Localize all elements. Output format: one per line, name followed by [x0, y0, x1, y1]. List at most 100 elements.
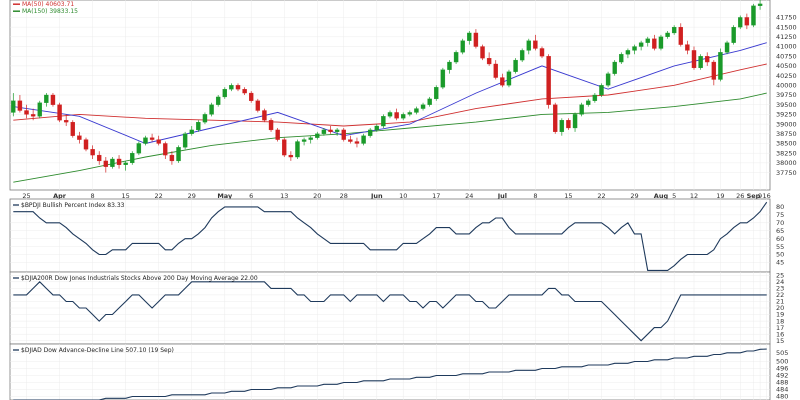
candle-body: [301, 139, 307, 142]
candle: [526, 38, 531, 55]
candle: [586, 98, 591, 107]
candle-body: [407, 112, 413, 115]
candle: [249, 91, 254, 103]
y-tick-label: 41000: [776, 43, 797, 51]
candle-body: [182, 133, 188, 148]
candle-body: [77, 135, 82, 140]
candle-body: [506, 71, 512, 86]
x-tick-label: 26: [736, 192, 744, 200]
y-tick-label: 65: [776, 227, 784, 235]
candle-body: [189, 129, 194, 134]
candle-body: [705, 56, 710, 63]
candle-body: [196, 121, 201, 131]
candle: [599, 83, 604, 97]
legend-entry: MA(20) 41220.49: [22, 0, 74, 1]
candle-body: [671, 26, 677, 34]
y-tick-label: 55: [776, 243, 784, 251]
x-tick-label: 19: [716, 192, 724, 200]
candle: [367, 127, 373, 138]
candle-body: [586, 100, 591, 105]
candle-body: [685, 44, 690, 51]
candle: [103, 157, 109, 173]
candle: [480, 44, 485, 61]
x-tick-label: 15: [122, 192, 130, 200]
candle: [97, 151, 102, 165]
candle: [625, 48, 631, 59]
candle: [757, 0, 763, 10]
candle: [619, 52, 624, 64]
candle-body: [242, 89, 247, 94]
candle: [612, 60, 617, 76]
candle-body: [341, 129, 346, 140]
candle: [268, 118, 274, 132]
y-tick-label: 16: [776, 330, 784, 338]
y-tick-label: 41250: [776, 33, 797, 41]
candle-body: [249, 92, 254, 101]
candle-body: [434, 87, 439, 100]
candle: [453, 50, 459, 64]
candle-body: [295, 141, 300, 158]
candle-body: [70, 121, 75, 136]
candle-body: [321, 129, 327, 134]
candle-body: [169, 154, 175, 162]
candle: [652, 34, 657, 51]
candle: [110, 157, 115, 169]
candle-body: [215, 96, 221, 105]
candle-body: [163, 143, 168, 156]
candle-body: [262, 110, 267, 121]
candle: [57, 102, 62, 123]
x-tick-label: 28: [340, 192, 348, 200]
candle: [473, 29, 479, 49]
candle: [506, 69, 512, 88]
candle: [665, 31, 670, 39]
candle-body: [559, 120, 565, 132]
candle-body: [691, 50, 697, 69]
candle-body: [526, 40, 531, 51]
candle-body: [447, 61, 452, 70]
candle-body: [533, 40, 538, 49]
candle-body: [110, 158, 115, 167]
candle-body: [579, 104, 584, 115]
y-tick-label: 480: [776, 393, 788, 400]
candle-body: [328, 129, 333, 132]
candle-body: [698, 56, 703, 69]
candle-body: [566, 120, 571, 129]
candle-body: [757, 3, 763, 6]
candle: [83, 137, 89, 152]
candle: [301, 137, 307, 146]
candle-body: [731, 26, 736, 43]
candle-body: [229, 85, 234, 90]
candle: [11, 93, 16, 117]
candle: [698, 54, 703, 70]
candle-body: [367, 129, 373, 136]
candle-body: [539, 48, 545, 57]
y-tick-label: 41750: [776, 14, 797, 22]
candle: [90, 145, 95, 159]
candle-body: [678, 26, 683, 45]
adline-series-line: [13, 348, 767, 400]
candle-body: [334, 129, 340, 132]
x-tick-label: Apr: [53, 192, 67, 200]
candle-body: [513, 59, 518, 72]
candle-body: [605, 73, 611, 86]
candle-body: [394, 112, 399, 119]
candle-body: [652, 38, 657, 49]
candle: [255, 98, 261, 113]
candle-body: [387, 112, 393, 117]
candle: [163, 141, 168, 159]
panel-title: $DJIA200R Dow Jones Industrials Stocks A…: [21, 275, 258, 282]
candle: [632, 44, 637, 55]
candle-body: [420, 104, 426, 109]
y-tick-label: 40000: [776, 82, 797, 90]
candle-body: [625, 50, 631, 55]
candle-body: [255, 100, 261, 111]
candle: [718, 48, 723, 82]
y-tick-label: 488: [776, 379, 788, 387]
candle-body: [176, 147, 181, 162]
candle-body: [315, 133, 320, 138]
y-tick-label: 492: [776, 372, 788, 380]
candle-body: [645, 38, 650, 43]
candle: [295, 139, 300, 159]
candle: [24, 104, 29, 119]
